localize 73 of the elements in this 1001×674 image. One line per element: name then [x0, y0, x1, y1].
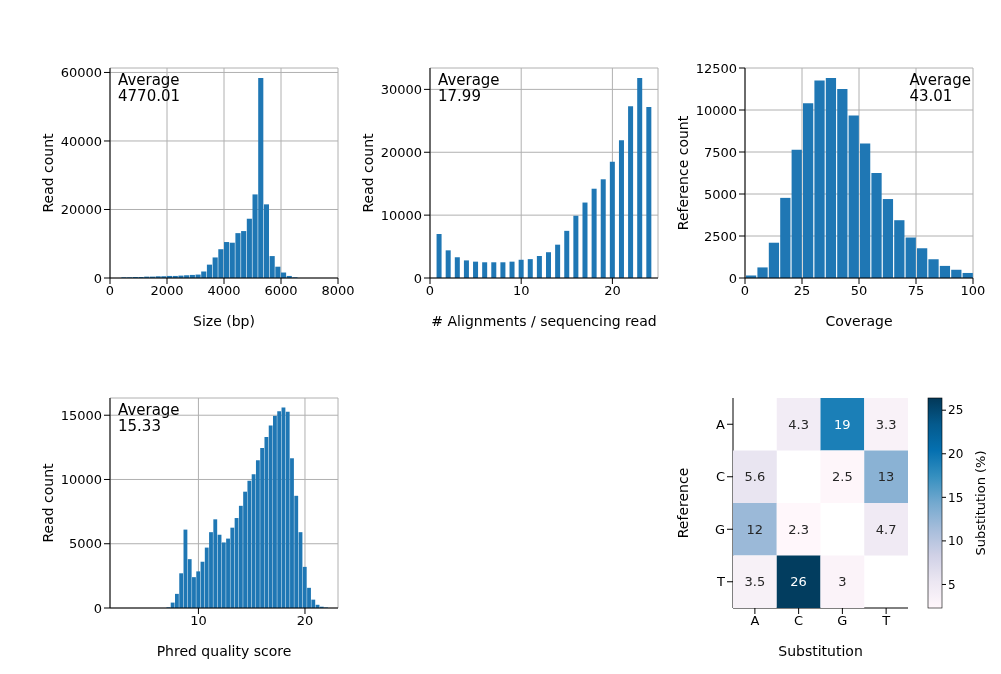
- y-tick-label: 30000: [380, 81, 422, 97]
- data-label: 26: [790, 574, 807, 590]
- x-tick-label: 20: [604, 283, 621, 299]
- y-tick-label: 20000: [60, 202, 102, 218]
- x-tick-label: A: [750, 613, 760, 629]
- data-label: 13: [877, 469, 895, 485]
- x-axis-title: Coverage: [825, 313, 893, 329]
- color-bar-label: 20: [948, 446, 964, 461]
- y-axis-title: Reference count: [674, 115, 691, 231]
- data-label: 12: [746, 521, 764, 537]
- y-tick-label: 5000: [703, 186, 737, 202]
- annotation: Average 4770.01: [118, 71, 181, 105]
- x-tick-label: 50: [850, 283, 868, 299]
- data-label: 19: [834, 416, 851, 432]
- y-tick-label: 12500: [695, 60, 737, 76]
- x-axis-title: Substitution: [778, 643, 863, 659]
- y-tick-label: 15000: [60, 407, 102, 423]
- data-label: 5.6: [744, 469, 766, 485]
- y-tick-label: C: [715, 469, 725, 485]
- y-tick-label: 20000: [380, 144, 422, 160]
- data-label: 2.3: [788, 521, 809, 537]
- y-tick-label: 0: [728, 270, 737, 286]
- x-tick-label: G: [837, 613, 848, 629]
- annotation: Average 15.33: [118, 401, 180, 435]
- color-bar-label: 5: [948, 577, 956, 592]
- y-tick-label: A: [716, 416, 726, 432]
- y-tick-label: 10000: [60, 472, 102, 488]
- x-tick-label: 100: [960, 283, 986, 299]
- x-axis-title: # Alignments / sequencing read: [431, 313, 657, 329]
- x-tick-label: 20: [296, 613, 314, 629]
- data-label: 3: [838, 574, 847, 590]
- y-axis-title: Read count: [359, 132, 376, 213]
- x-axis-title: Size (bp): [193, 313, 255, 329]
- data-label: 3.5: [744, 574, 766, 590]
- x-tick-label: 8000: [321, 283, 355, 299]
- annotation: Average 43.01: [909, 71, 971, 105]
- y-tick-label: 40000: [60, 133, 102, 149]
- color-bar-label: 25: [948, 403, 964, 418]
- data-label: 4.3: [788, 416, 809, 432]
- y-tick-label: 0: [413, 270, 422, 286]
- y-tick-label: 0: [93, 270, 102, 286]
- y-tick-label: 7500: [703, 144, 737, 160]
- x-tick-label: 25: [793, 283, 811, 299]
- x-axis-title: Phred quality score: [156, 643, 292, 659]
- data-label: 3.3: [875, 416, 897, 432]
- data-label: 2.5: [832, 469, 853, 485]
- x-tick-label: 10: [512, 283, 530, 299]
- x-tick-label: 4000: [207, 283, 241, 299]
- y-tick-label: 60000: [60, 65, 102, 81]
- data-label: 4.7: [875, 521, 897, 537]
- y-tick-label: 5000: [68, 536, 102, 552]
- y-tick-label: T: [716, 574, 726, 590]
- x-tick-label: 6000: [264, 283, 298, 299]
- color-bar-label: 15: [948, 490, 964, 505]
- color-bar-title: Substitution (%): [973, 450, 988, 556]
- y-tick-label: G: [714, 521, 725, 537]
- y-axis-title: Read count: [39, 132, 56, 213]
- y-tick-label: 10000: [380, 207, 422, 223]
- y-axis-title: Read count: [39, 462, 56, 543]
- x-tick-label: C: [794, 613, 804, 629]
- y-axis-title: Reference: [674, 467, 691, 539]
- x-tick-label: 0: [740, 283, 750, 299]
- annotation: Average 17.99: [438, 71, 500, 105]
- x-tick-label: 75: [907, 283, 925, 299]
- color-bar-label: 10: [948, 534, 964, 549]
- y-tick-label: 10000: [695, 102, 737, 118]
- y-tick-label: 2500: [703, 228, 737, 244]
- x-tick-label: T: [881, 613, 891, 629]
- x-tick-label: 10: [190, 613, 207, 629]
- y-tick-label: 0: [93, 600, 102, 616]
- x-tick-label: 0: [425, 283, 435, 299]
- x-tick-label: 0: [105, 283, 115, 299]
- x-tick-label: 2000: [150, 283, 184, 299]
